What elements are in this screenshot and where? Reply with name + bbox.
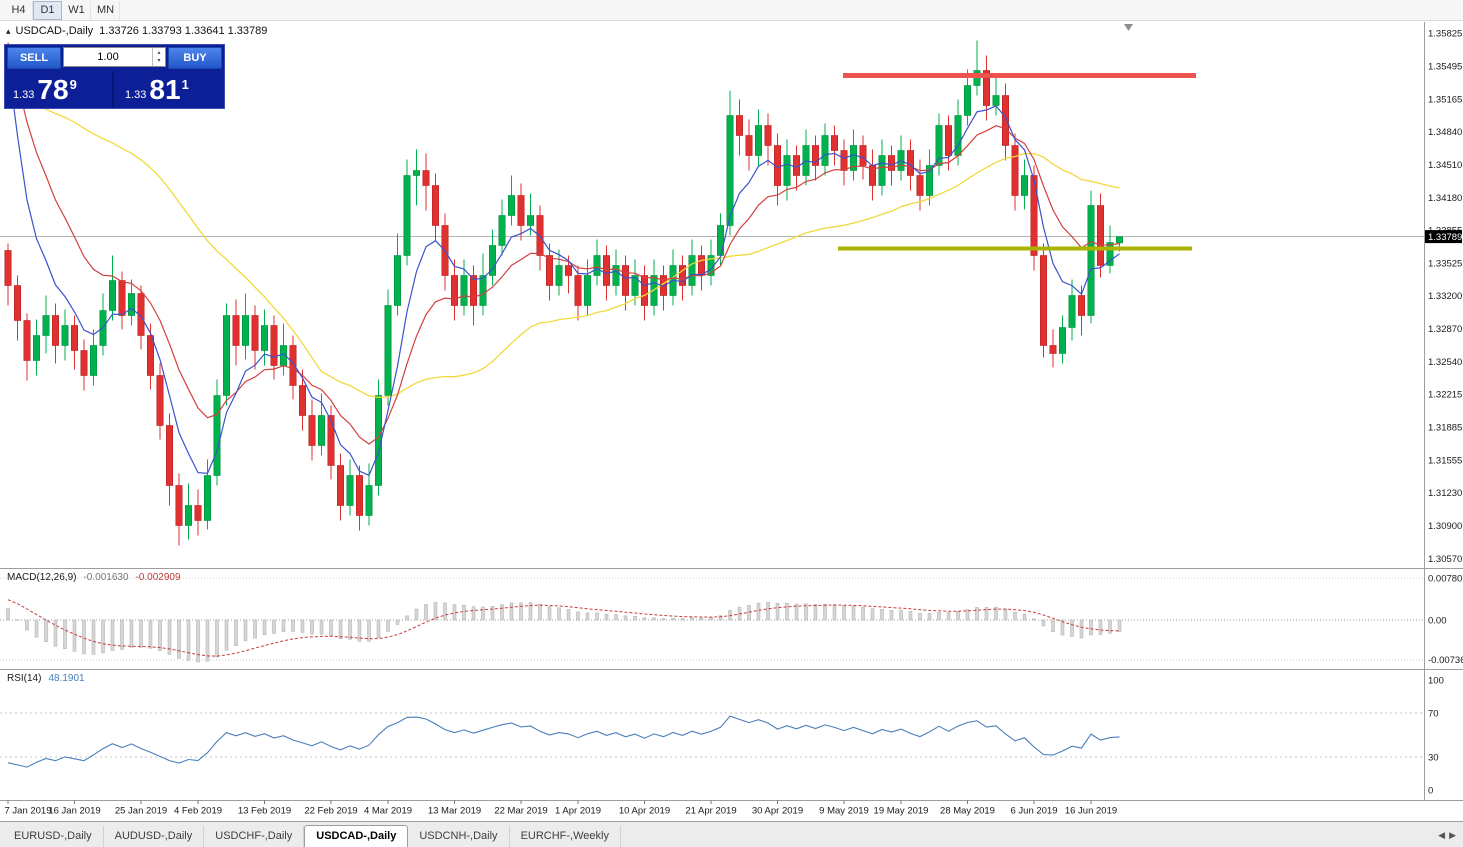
svg-text:1.33789: 1.33789: [1428, 232, 1462, 243]
timeframe-button-h4[interactable]: H4: [4, 0, 33, 20]
macd-label: MACD(12,26,9): [7, 572, 77, 583]
rsi-label: RSI(14): [7, 673, 42, 684]
stepper-down-icon[interactable]: ▾: [157, 58, 161, 64]
tab-scroll-arrows: ◀ ▶: [1438, 830, 1460, 847]
buy-price-main: 1.33: [125, 88, 147, 101]
timeframe-toolbar: H4 D1 W1 MN: [0, 0, 1463, 21]
volume-stepper[interactable]: ▴ ▾: [152, 48, 165, 66]
svg-text:70: 70: [1428, 709, 1439, 720]
svg-text:10 Apr 2019: 10 Apr 2019: [619, 806, 670, 817]
symbol-quote-line: ▴ USDCAD-,Daily 1.33726 1.33793 1.33641 …: [6, 25, 267, 37]
svg-text:16 Jan 2019: 16 Jan 2019: [48, 806, 100, 817]
svg-text:21 Apr 2019: 21 Apr 2019: [685, 806, 736, 817]
svg-text:1.35495: 1.35495: [1428, 62, 1462, 73]
sell-price-pip: 9: [69, 77, 77, 92]
chart-shift-marker-icon: [1124, 24, 1133, 31]
timeframe-button-mn[interactable]: MN: [91, 0, 120, 20]
svg-text:1.31555: 1.31555: [1428, 456, 1462, 467]
svg-text:0.007807: 0.007807: [1428, 574, 1463, 585]
stepper-up-icon[interactable]: ▴: [157, 50, 161, 56]
svg-text:-0.007362: -0.007362: [1428, 655, 1463, 666]
svg-text:1.32215: 1.32215: [1428, 390, 1462, 401]
ohlc-values: 1.33726 1.33793 1.33641 1.33789: [99, 25, 268, 37]
svg-text:1.31230: 1.31230: [1428, 488, 1462, 499]
buy-button[interactable]: BUY: [168, 47, 222, 69]
svg-text:1.33525: 1.33525: [1428, 259, 1462, 270]
svg-text:7 Jan 2019: 7 Jan 2019: [4, 806, 51, 817]
svg-text:0.00: 0.00: [1428, 616, 1447, 627]
volume-value: 1.00: [97, 51, 119, 63]
one-click-trading-panel: SELL 1.00 ▴ ▾ BUY 1.33 78 9 1.33 81 1: [4, 44, 225, 109]
resistance-line[interactable]: [843, 73, 1196, 78]
svg-text:22 Feb 2019: 22 Feb 2019: [304, 806, 357, 817]
svg-text:30 Apr 2019: 30 Apr 2019: [752, 806, 803, 817]
sell-price[interactable]: 1.33 78 9: [5, 71, 112, 108]
svg-text:25 Jan 2019: 25 Jan 2019: [115, 806, 167, 817]
svg-text:22 Mar 2019: 22 Mar 2019: [494, 806, 547, 817]
moving-averages-layer: [7, 42, 1120, 477]
volume-input[interactable]: 1.00 ▴ ▾: [63, 47, 166, 67]
svg-text:1.31885: 1.31885: [1428, 423, 1462, 434]
buy-price-pip: 1: [181, 77, 189, 92]
svg-text:16 Jun 2019: 16 Jun 2019: [1065, 806, 1117, 817]
chart-tab-eurchf[interactable]: EURCHF-,Weekly: [510, 826, 621, 847]
panel-separators: [0, 22, 1463, 801]
rsi-panel: 100 70 30 0: [0, 676, 1444, 797]
svg-text:1.30900: 1.30900: [1428, 521, 1462, 532]
symbol-label: USDCAD-,Daily: [15, 25, 94, 37]
svg-text:19 May 2019: 19 May 2019: [874, 806, 929, 817]
svg-text:0: 0: [1428, 786, 1433, 797]
svg-text:28 May 2019: 28 May 2019: [940, 806, 995, 817]
svg-text:1 Apr 2019: 1 Apr 2019: [555, 806, 601, 817]
macd-header: MACD(12,26,9) -0.001630 -0.002909: [7, 572, 181, 583]
svg-text:1.30570: 1.30570: [1428, 554, 1462, 565]
price-divider: [112, 71, 114, 108]
svg-text:13 Mar 2019: 13 Mar 2019: [428, 806, 481, 817]
svg-text:1.33200: 1.33200: [1428, 291, 1462, 302]
chart-tab-audusd[interactable]: AUDUSD-,Daily: [104, 826, 205, 847]
sell-button[interactable]: SELL: [7, 47, 61, 69]
chart-tab-usdcnh[interactable]: USDCNH-,Daily: [408, 826, 510, 847]
candles-layer: [4, 40, 1124, 546]
svg-text:1.35825: 1.35825: [1428, 29, 1462, 40]
buy-price-big: 81: [149, 73, 181, 105]
current-price-badge: [1425, 230, 1462, 244]
svg-text:6 Jun 2019: 6 Jun 2019: [1010, 806, 1057, 817]
macd-signal-value: -0.002909: [135, 572, 181, 583]
svg-text:1.34180: 1.34180: [1428, 193, 1462, 204]
support-line[interactable]: [838, 246, 1192, 251]
chart-tab-eurusd[interactable]: EURUSD-,Daily: [3, 826, 104, 847]
rsi-header: RSI(14) 48.1901: [7, 673, 85, 684]
sell-price-big: 78: [37, 73, 69, 105]
chart-tab-usdchf[interactable]: USDCHF-,Daily: [204, 826, 305, 847]
svg-text:30: 30: [1428, 753, 1439, 764]
sell-price-main: 1.33: [13, 88, 35, 101]
svg-text:9 May 2019: 9 May 2019: [819, 806, 869, 817]
svg-text:4 Mar 2019: 4 Mar 2019: [364, 806, 412, 817]
tab-scroll-left-button[interactable]: ◀: [1438, 830, 1446, 840]
svg-text:100: 100: [1428, 676, 1444, 687]
svg-text:13 Feb 2019: 13 Feb 2019: [238, 806, 291, 817]
tab-scroll-right-button[interactable]: ▶: [1449, 830, 1456, 840]
macd-panel: 0.007807 0.00 -0.007362: [0, 574, 1463, 666]
svg-text:1.32540: 1.32540: [1428, 357, 1462, 368]
price-axis[interactable]: 1.35825 1.35495 1.35165 1.34840 1.34510 1.341…: [1425, 29, 1462, 566]
collapse-triangle-icon[interactable]: ▴: [6, 25, 11, 36]
svg-text:1.34510: 1.34510: [1428, 160, 1462, 171]
chart-tab-usdcad[interactable]: USDCAD-,Daily: [304, 825, 409, 847]
svg-text:1.35165: 1.35165: [1428, 95, 1462, 106]
svg-text:4 Feb 2019: 4 Feb 2019: [174, 806, 222, 817]
buy-price[interactable]: 1.33 81 1: [114, 71, 224, 108]
timeframe-button-d1[interactable]: D1: [33, 0, 62, 20]
macd-main-value: -0.001630: [83, 572, 129, 583]
chart-tabs-bar: EURUSD-,Daily AUDUSD-,Daily USDCHF-,Dail…: [0, 821, 1463, 847]
svg-text:1.34840: 1.34840: [1428, 127, 1462, 138]
rsi-value: 48.1901: [48, 673, 85, 684]
svg-text:1.32870: 1.32870: [1428, 324, 1462, 335]
timeframe-button-w1[interactable]: W1: [62, 0, 91, 20]
